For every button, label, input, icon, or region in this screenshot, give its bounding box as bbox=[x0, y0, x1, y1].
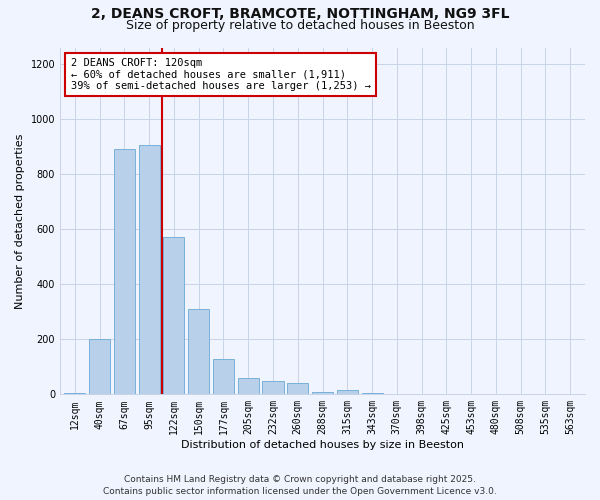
Bar bbox=[64, 393, 85, 394]
Bar bbox=[287, 384, 308, 394]
Text: 2, DEANS CROFT, BRAMCOTE, NOTTINGHAM, NG9 3FL: 2, DEANS CROFT, BRAMCOTE, NOTTINGHAM, NG… bbox=[91, 8, 509, 22]
Text: Contains HM Land Registry data © Crown copyright and database right 2025.
Contai: Contains HM Land Registry data © Crown c… bbox=[103, 474, 497, 496]
Bar bbox=[262, 380, 284, 394]
Bar bbox=[312, 392, 333, 394]
Bar bbox=[188, 309, 209, 394]
Bar bbox=[362, 393, 383, 394]
Bar bbox=[89, 340, 110, 394]
Text: 2 DEANS CROFT: 120sqm
← 60% of detached houses are smaller (1,911)
39% of semi-d: 2 DEANS CROFT: 120sqm ← 60% of detached … bbox=[71, 58, 371, 91]
Bar bbox=[114, 150, 135, 394]
Text: Size of property relative to detached houses in Beeston: Size of property relative to detached ho… bbox=[125, 18, 475, 32]
Bar bbox=[213, 358, 234, 394]
Bar bbox=[139, 145, 160, 394]
Bar bbox=[238, 378, 259, 394]
Y-axis label: Number of detached properties: Number of detached properties bbox=[15, 133, 25, 308]
Bar bbox=[163, 238, 184, 394]
X-axis label: Distribution of detached houses by size in Beeston: Distribution of detached houses by size … bbox=[181, 440, 464, 450]
Bar bbox=[337, 390, 358, 394]
